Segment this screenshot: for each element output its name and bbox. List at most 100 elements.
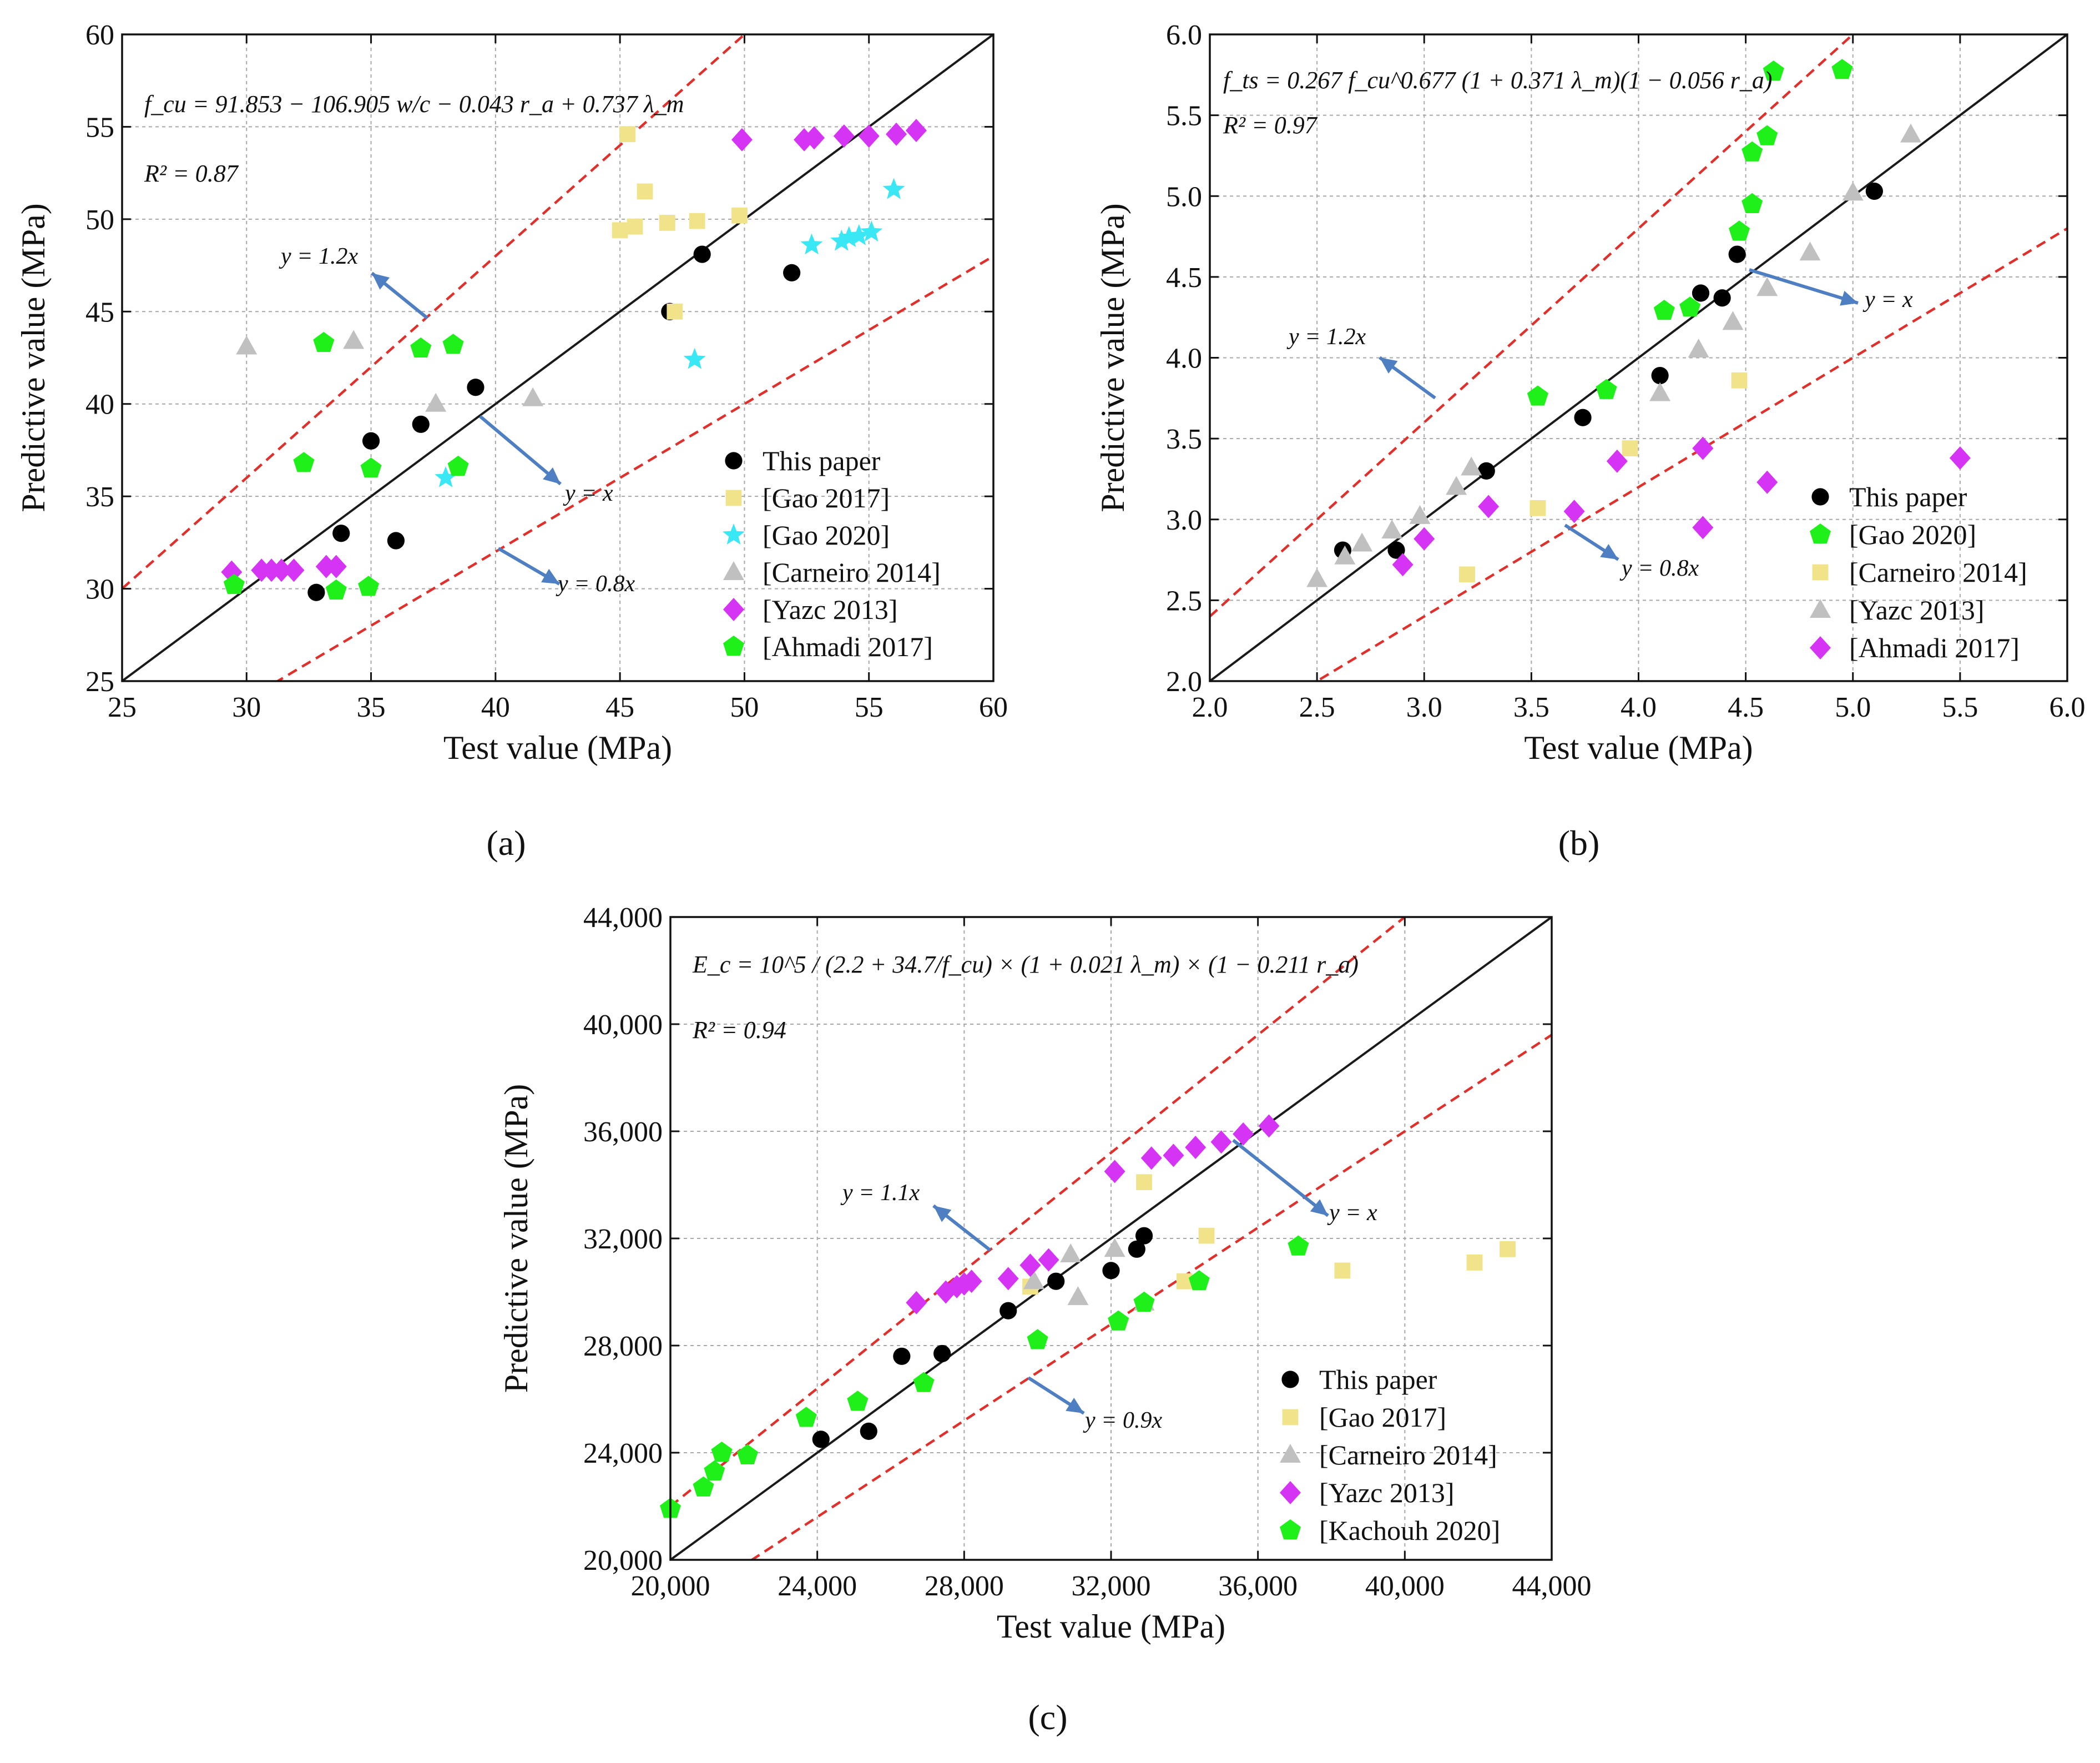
data-point	[1104, 1160, 1125, 1183]
legend-marker	[725, 452, 743, 470]
ref-line-y1.1x	[670, 917, 1407, 1508]
data-point	[1258, 1114, 1280, 1138]
data-point	[783, 264, 801, 281]
data-point	[830, 229, 853, 251]
legend-label: [Gao 2020]	[763, 520, 890, 551]
x-tick-label: 3.5	[1513, 692, 1549, 723]
data-point	[913, 1372, 935, 1392]
y-tick-label: 2.5	[1166, 585, 1202, 617]
data-point	[522, 387, 544, 406]
legend-label: [Yazc 2013]	[1319, 1477, 1454, 1508]
y-tick-label: 4.5	[1166, 262, 1202, 294]
legend-label: [Carneiro 2014]	[1849, 557, 2027, 588]
data-point	[905, 119, 927, 143]
series-ahmadi-2017	[1392, 436, 1971, 577]
data-point	[307, 583, 325, 601]
subfigure-label: (a)	[486, 823, 526, 863]
data-point	[1622, 440, 1638, 456]
equation-label: f_cu = 91.853 − 106.905 w/c − 0.043 r_a …	[144, 90, 684, 118]
data-point	[637, 183, 653, 200]
data-point	[412, 415, 430, 433]
series-this-paper	[1334, 182, 1883, 559]
data-point	[689, 213, 705, 229]
data-point	[997, 1267, 1019, 1291]
legend-marker	[723, 561, 744, 580]
ref-line-yx	[670, 917, 1552, 1560]
y-axis-label: Predictive value (MPa)	[15, 203, 52, 512]
chart-c: 20,000 24,000 28,000 32,000 36,000 40,000 44,0…	[498, 902, 1592, 1737]
data-point	[1135, 1227, 1153, 1245]
data-point	[736, 1444, 758, 1464]
legend-marker	[723, 636, 744, 656]
data-point	[425, 392, 447, 412]
legend-label: [Yazc 2013]	[763, 594, 897, 625]
series-this-paper	[812, 1227, 1153, 1448]
series-yazc-2013	[1306, 123, 1922, 587]
line-annotation: y = 1.1x	[840, 1180, 920, 1206]
ref-line-y0.8x	[1314, 227, 2067, 681]
line-annotation: y = x	[563, 481, 613, 506]
subfigure-label: (c)	[1028, 1697, 1067, 1737]
y-tick-label: 55	[85, 112, 114, 143]
data-point	[1140, 1146, 1162, 1170]
x-tick-label: 5.0	[1835, 692, 1871, 723]
data-point	[1210, 1130, 1232, 1154]
legend-marker	[1280, 1519, 1301, 1540]
y-tick-label: 25	[85, 666, 114, 698]
x-tick-label: 4.0	[1621, 692, 1657, 723]
data-point	[731, 207, 748, 224]
legend-label: [Gao 2017]	[1319, 1402, 1446, 1433]
data-point	[711, 1442, 733, 1462]
legend-marker	[1281, 1371, 1299, 1388]
data-point	[1188, 1270, 1210, 1291]
legend-label: [Carneiro 2014]	[763, 557, 941, 588]
legend-marker	[725, 490, 742, 506]
y-tick-label: 40	[85, 389, 114, 421]
data-point	[283, 558, 305, 582]
legend-label: This paper	[763, 445, 881, 476]
data-point	[1563, 500, 1585, 523]
legend-marker	[1812, 564, 1829, 581]
annotation-arrow-shaft	[1232, 1139, 1329, 1217]
data-point	[795, 1407, 817, 1427]
data-point	[343, 330, 365, 349]
equation-label: f_ts = 0.267 f_cu^0.677 (1 + 0.371 λ_m)(…	[1223, 67, 1773, 94]
legend-marker	[723, 598, 744, 621]
y-tick-label: 36,000	[583, 1116, 663, 1148]
data-point	[860, 1422, 877, 1440]
subfigure-label: (b)	[1558, 823, 1600, 863]
legend-label: [Yazc 2013]	[1849, 595, 1984, 626]
y-tick-label: 5.0	[1166, 181, 1202, 213]
data-point	[1163, 1144, 1184, 1167]
line-annotation: y = 1.2x	[1286, 324, 1366, 350]
x-tick-label: 40,000	[1365, 1570, 1445, 1602]
annotation-arrow-head	[1066, 1398, 1084, 1413]
x-tick-label: 2.5	[1299, 692, 1335, 723]
data-point	[1865, 182, 1883, 200]
legend-marker	[1810, 636, 1831, 659]
data-point	[223, 573, 245, 595]
legend-marker	[1280, 1444, 1301, 1463]
data-point	[1731, 372, 1748, 389]
legend-label: This paper	[1319, 1364, 1437, 1395]
line-annotation: y = x	[1327, 1200, 1377, 1226]
data-point	[693, 245, 711, 263]
data-point	[893, 1347, 911, 1365]
data-point	[1679, 296, 1701, 317]
x-tick-label: 45	[605, 692, 634, 723]
data-point	[387, 532, 405, 550]
data-point	[325, 579, 347, 600]
plot-frame	[121, 33, 995, 682]
data-point	[1067, 1286, 1089, 1306]
legend: This paper [Gao 2020] [Carneiro 2014] [Yazc…	[1810, 481, 2027, 663]
data-point	[447, 455, 469, 476]
x-tick-label: 20,000	[631, 1570, 710, 1602]
data-point	[1233, 1122, 1254, 1146]
data-point	[293, 452, 315, 472]
data-point	[1478, 495, 1500, 518]
data-point	[612, 222, 628, 239]
data-point	[886, 122, 907, 146]
series-gao-2020	[1527, 59, 1853, 406]
data-point	[800, 233, 823, 255]
x-tick-label: 25	[108, 692, 137, 723]
